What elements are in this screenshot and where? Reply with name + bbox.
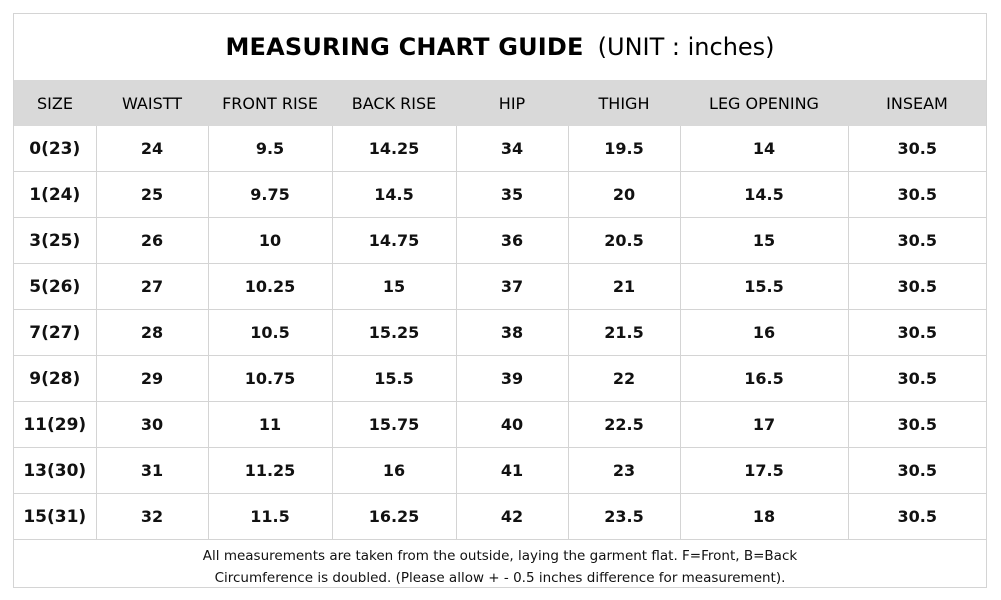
footnote-line-2: Circumference is doubled. (Please allow … (214, 570, 786, 586)
table-cell-size: 0(23) (14, 126, 97, 172)
table-cell-inseam: 30.5 (848, 355, 986, 402)
table-header-row: SIZE WAISTT FRONT RISE BACK RISE HIP THIGH LEG… (14, 80, 986, 126)
table-row: 3(25) 26 10 14.75 36 20.5 15 30.5 (14, 217, 986, 264)
table-cell-size: 5(26) (14, 263, 97, 310)
table-cell-front-rise: 11.25 (208, 447, 333, 494)
table-cell-waist: 24 (96, 126, 209, 172)
table-row: 7(27) 28 10.5 15.25 38 21.5 16 30.5 (14, 309, 986, 356)
table-cell-back-rise: 14.25 (332, 126, 457, 172)
measuring-chart: MEASURING CHART GUIDE (UNIT : inches) SI… (13, 13, 987, 588)
table-cell-waist: 32 (96, 493, 209, 540)
table-cell-thigh: 21.5 (568, 309, 681, 356)
table-cell-leg-opening: 17.5 (680, 447, 849, 494)
table-cell-waist: 29 (96, 355, 209, 402)
footnote: All measurements are taken from the outs… (14, 545, 986, 589)
table-cell-front-rise: 11 (208, 401, 333, 448)
table-cell-hip: 38 (456, 309, 569, 356)
table-cell-inseam: 30.5 (848, 126, 986, 172)
table-cell-hip: 40 (456, 401, 569, 448)
table-cell-leg-opening: 14 (680, 126, 849, 172)
table-cell-size: 13(30) (14, 447, 97, 494)
chart-title-unit: (UNIT : inches) (597, 33, 775, 61)
table-cell-back-rise: 14.75 (332, 217, 457, 264)
table-cell-leg-opening: 15.5 (680, 263, 849, 310)
table-cell-waist: 28 (96, 309, 209, 356)
table-cell-waist: 30 (96, 401, 209, 448)
table-cell-back-rise: 15 (332, 263, 457, 310)
table-cell-leg-opening: 14.5 (680, 171, 849, 218)
table-cell-hip: 39 (456, 355, 569, 402)
table-cell-leg-opening: 17 (680, 401, 849, 448)
table-cell-front-rise: 9.75 (208, 171, 333, 218)
table-cell-hip: 35 (456, 171, 569, 218)
table-cell-back-rise: 15.25 (332, 309, 457, 356)
column-header-waist: WAISTT (96, 80, 208, 126)
table-cell-hip: 36 (456, 217, 569, 264)
table-cell-thigh: 20.5 (568, 217, 681, 264)
table-cell-front-rise: 10.25 (208, 263, 333, 310)
table-cell-front-rise: 10.75 (208, 355, 333, 402)
table-cell-size: 7(27) (14, 309, 97, 356)
table-cell-back-rise: 15.5 (332, 355, 457, 402)
table-cell-front-rise: 10 (208, 217, 333, 264)
table-cell-back-rise: 15.75 (332, 401, 457, 448)
table-body: 0(23) 24 9.5 14.25 34 19.5 14 30.5 1(24) 25 9.75 14… (14, 126, 986, 540)
table-cell-leg-opening: 16.5 (680, 355, 849, 402)
table-cell-back-rise: 16 (332, 447, 457, 494)
table-cell-thigh: 21 (568, 263, 681, 310)
table-cell-hip: 37 (456, 263, 569, 310)
table-cell-front-rise: 10.5 (208, 309, 333, 356)
table-cell-thigh: 22 (568, 355, 681, 402)
table-cell-waist: 27 (96, 263, 209, 310)
table-row: 9(28) 29 10.75 15.5 39 22 16.5 30.5 (14, 355, 986, 402)
table-cell-thigh: 23.5 (568, 493, 681, 540)
table-cell-leg-opening: 15 (680, 217, 849, 264)
footnote-line-1: All measurements are taken from the outs… (202, 548, 798, 564)
table-row: 5(26) 27 10.25 15 37 21 15.5 30.5 (14, 263, 986, 310)
column-header-back-rise: BACK RISE (332, 80, 456, 126)
table-cell-thigh: 23 (568, 447, 681, 494)
chart-title-main: MEASURING CHART GUIDE (225, 33, 584, 61)
table-cell-leg-opening: 16 (680, 309, 849, 356)
table-cell-hip: 34 (456, 126, 569, 172)
column-header-hip: HIP (456, 80, 568, 126)
table-cell-back-rise: 14.5 (332, 171, 457, 218)
table-cell-front-rise: 11.5 (208, 493, 333, 540)
table-row: 11(29) 30 11 15.75 40 22.5 17 30.5 (14, 401, 986, 448)
table-cell-thigh: 20 (568, 171, 681, 218)
table-cell-inseam: 30.5 (848, 217, 986, 264)
table-cell-thigh: 19.5 (568, 126, 681, 172)
column-header-leg-opening: LEG OPENING (680, 80, 848, 126)
table-row: 0(23) 24 9.5 14.25 34 19.5 14 30.5 (14, 126, 986, 172)
table-row: 15(31) 32 11.5 16.25 42 23.5 18 30.5 (14, 493, 986, 540)
table-cell-waist: 26 (96, 217, 209, 264)
table-cell-thigh: 22.5 (568, 401, 681, 448)
size-table: SIZE WAISTT FRONT RISE BACK RISE HIP THIGH LEG… (14, 80, 986, 540)
column-header-front-rise: FRONT RISE (208, 80, 332, 126)
table-cell-size: 3(25) (14, 217, 97, 264)
table-cell-size: 11(29) (14, 401, 97, 448)
column-header-inseam: INSEAM (848, 80, 986, 126)
table-cell-inseam: 30.5 (848, 309, 986, 356)
table-cell-waist: 31 (96, 447, 209, 494)
table-cell-inseam: 30.5 (848, 171, 986, 218)
table-cell-waist: 25 (96, 171, 209, 218)
table-cell-hip: 42 (456, 493, 569, 540)
table-cell-leg-opening: 18 (680, 493, 849, 540)
table-row: 13(30) 31 11.25 16 41 23 17.5 30.5 (14, 447, 986, 494)
table-cell-hip: 41 (456, 447, 569, 494)
table-cell-size: 1(24) (14, 171, 97, 218)
column-header-thigh: THIGH (568, 80, 680, 126)
table-cell-size: 15(31) (14, 493, 97, 540)
table-cell-inseam: 30.5 (848, 263, 986, 310)
table-cell-size: 9(28) (14, 355, 97, 402)
chart-title: MEASURING CHART GUIDE (UNIT : inches) (14, 14, 986, 80)
table-cell-inseam: 30.5 (848, 401, 986, 448)
table-cell-front-rise: 9.5 (208, 126, 333, 172)
table-cell-back-rise: 16.25 (332, 493, 457, 540)
table-cell-inseam: 30.5 (848, 447, 986, 494)
table-cell-inseam: 30.5 (848, 493, 986, 540)
table-row: 1(24) 25 9.75 14.5 35 20 14.5 30.5 (14, 171, 986, 218)
column-header-size: SIZE (14, 80, 96, 126)
